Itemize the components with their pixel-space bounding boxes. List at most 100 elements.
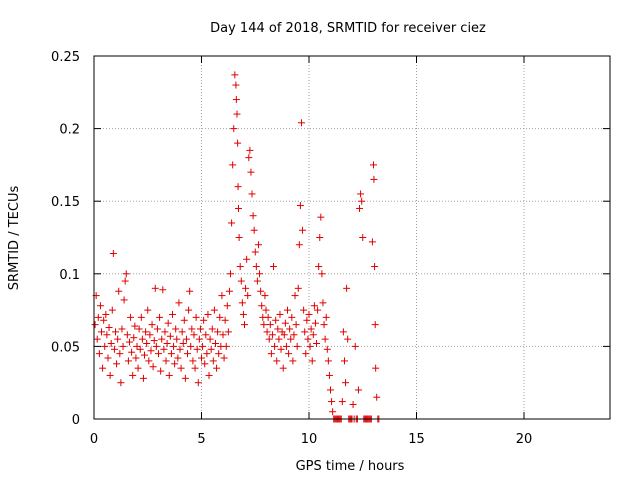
x-axis-label: GPS time / hours (296, 459, 405, 474)
data-point (230, 125, 238, 133)
data-point (186, 287, 194, 295)
data-point (295, 241, 303, 249)
data-point (162, 357, 170, 365)
data-point (319, 299, 327, 307)
data-point (95, 350, 103, 358)
data-point (103, 331, 111, 339)
data-point (262, 306, 270, 314)
data-point (354, 386, 362, 394)
data-point (321, 335, 329, 343)
data-point (179, 339, 187, 347)
y-axis-label: SRMTID / TECUs (7, 186, 22, 291)
data-point (156, 313, 164, 321)
data-point (105, 324, 113, 332)
data-point (299, 226, 307, 234)
data-point (247, 168, 255, 176)
data-point (288, 313, 296, 321)
data-point (133, 342, 141, 350)
data-point (271, 342, 279, 350)
data-point (237, 277, 245, 285)
data-point (131, 322, 139, 330)
data-point (209, 357, 217, 365)
data-point (285, 350, 293, 358)
data-point (281, 319, 289, 327)
data-point (340, 357, 348, 365)
data-point (216, 313, 224, 321)
data-point (370, 161, 377, 169)
data-point (102, 310, 110, 318)
data-point (206, 335, 214, 343)
data-point (190, 331, 198, 339)
data-point (142, 328, 150, 336)
data-point (174, 354, 182, 362)
data-point (307, 325, 315, 333)
data-point (302, 350, 310, 358)
data-point (157, 367, 165, 375)
data-point (135, 325, 143, 333)
data-point (274, 325, 282, 333)
data-point (239, 310, 247, 318)
data-point (253, 277, 261, 285)
data-point (139, 374, 147, 382)
data-point (223, 302, 231, 310)
data-point (146, 331, 154, 339)
data-point (194, 379, 202, 387)
data-point (147, 347, 155, 355)
data-point (100, 316, 108, 324)
data-point (342, 379, 350, 387)
data-point (166, 332, 174, 340)
y-tick-label: 0.15 (51, 195, 80, 210)
x-tick-label: 10 (301, 432, 318, 447)
data-point (250, 226, 258, 234)
data-point (267, 350, 275, 358)
data-point (329, 408, 337, 416)
data-point (280, 331, 288, 339)
data-point (315, 263, 323, 271)
data-point (220, 354, 228, 362)
data-point (203, 350, 211, 358)
data-point (134, 364, 142, 372)
data-point (289, 357, 297, 365)
data-point (273, 357, 281, 365)
data-point (115, 287, 123, 295)
data-point (107, 339, 115, 347)
data-point (242, 284, 250, 292)
data-point (116, 350, 124, 358)
data-point (270, 263, 278, 271)
data-point (324, 357, 332, 365)
data-point (129, 371, 137, 379)
data-point (371, 321, 379, 329)
data-point (132, 354, 140, 362)
data-point (225, 287, 233, 295)
data-point (290, 331, 298, 339)
data-point (144, 306, 152, 314)
data-point (178, 328, 186, 336)
chart-title: Day 144 of 2018, SRMTID for receiver cie… (210, 21, 486, 36)
data-point (248, 190, 256, 198)
data-point (172, 325, 180, 333)
data-point (118, 325, 126, 333)
data-point (234, 183, 242, 191)
data-point (296, 202, 304, 210)
data-point (313, 339, 321, 347)
data-point (245, 154, 253, 162)
y-tick-label: 0.1 (59, 268, 80, 283)
data-point (309, 331, 317, 339)
data-point (171, 360, 179, 368)
data-point (208, 325, 216, 333)
data-point (165, 371, 173, 379)
data-point (187, 342, 195, 350)
data-point (159, 286, 167, 294)
data-point (181, 374, 189, 382)
x-tick-label: 5 (197, 432, 205, 447)
data-point (246, 146, 254, 154)
data-point (251, 248, 259, 256)
data-point (232, 81, 240, 89)
data-point (343, 284, 351, 292)
data-point (121, 277, 129, 285)
data-point (96, 302, 104, 310)
data-point (268, 331, 276, 339)
data-point (372, 364, 380, 372)
data-point (317, 213, 325, 221)
x-tick-label: 0 (90, 432, 98, 447)
